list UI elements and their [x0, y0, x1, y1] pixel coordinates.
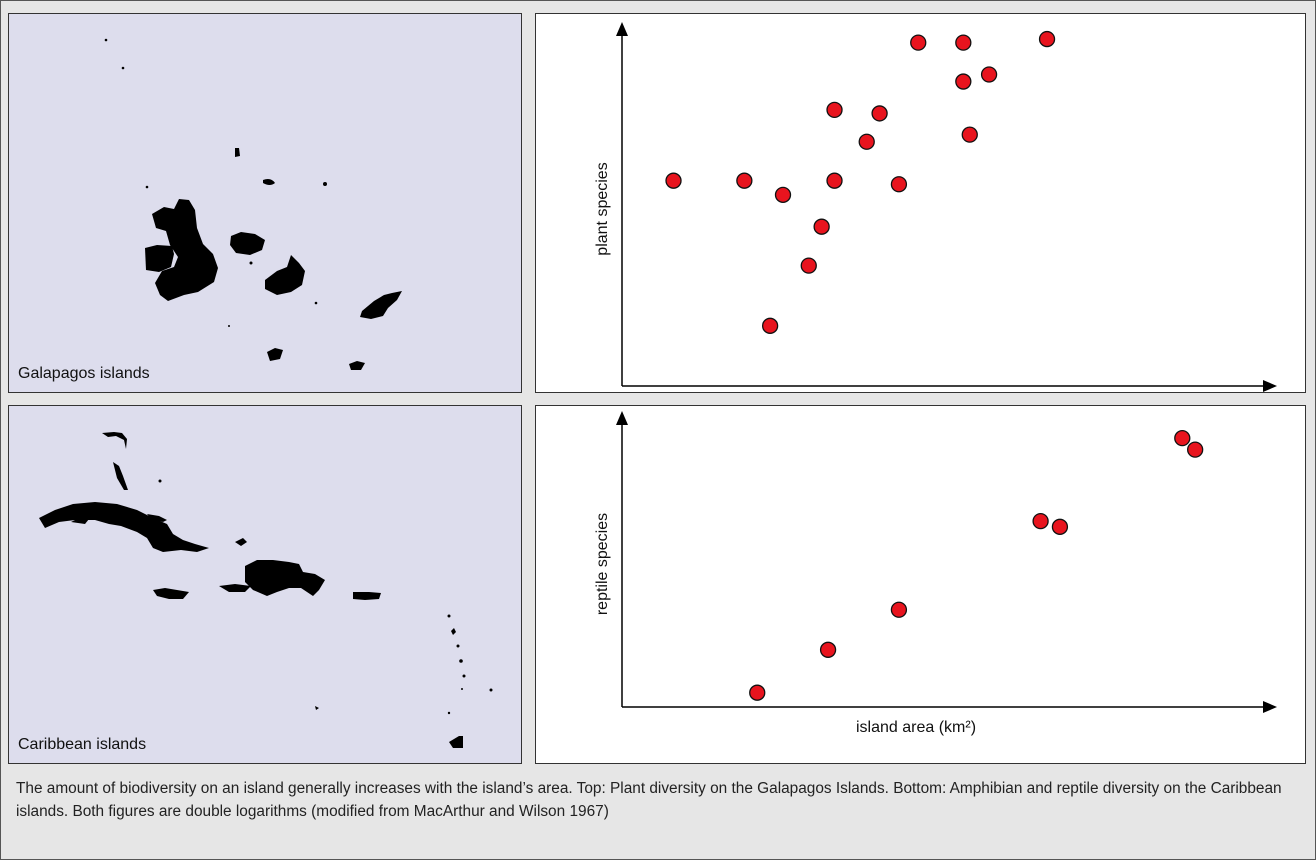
reptile-points — [749, 430, 1204, 701]
reptile-point-4 — [1032, 512, 1049, 530]
x-axis-arrow — [1263, 701, 1277, 713]
reptile-point-1 — [749, 684, 766, 701]
plant-species-chart: plant species — [535, 13, 1306, 393]
plant-point-17 — [1038, 30, 1056, 48]
caribbean-label: Caribbean islands — [18, 736, 147, 753]
reptile-point-3 — [890, 601, 908, 618]
reptile-point-2 — [819, 641, 837, 658]
reptile-point-7 — [1187, 441, 1204, 458]
plant-point-6 — [813, 218, 830, 235]
plant-points — [665, 30, 1056, 334]
plant-point-3 — [761, 317, 779, 334]
plant-point-9 — [858, 133, 875, 150]
x-axis-label: island area (km²) — [856, 719, 976, 736]
y-axis-arrow — [616, 22, 628, 36]
figure-caption: The amount of biodiversity on an island … — [16, 780, 1282, 820]
reptile-point-5 — [1051, 518, 1069, 535]
galapagos-map: Galapagos islands — [8, 13, 522, 393]
y-axis-label: reptile species — [594, 513, 611, 615]
plant-point-11 — [890, 176, 908, 193]
plant-point-5 — [800, 257, 817, 274]
galapagos-islands-shapes — [104, 38, 402, 370]
plant-point-16 — [980, 66, 998, 83]
plant-species-plot: plant species — [594, 22, 1277, 392]
caribbean-islands-shapes — [39, 432, 493, 748]
reptile-species-chart: reptile species island area (km²) — [535, 405, 1306, 764]
plant-point-12 — [910, 34, 927, 51]
y-axis-arrow — [616, 411, 628, 425]
plant-point-7 — [826, 101, 843, 119]
plant-point-4 — [774, 186, 792, 203]
plant-point-14 — [955, 34, 972, 51]
galapagos-label: Galapagos islands — [18, 365, 150, 382]
plant-point-15 — [961, 126, 978, 143]
plant-point-10 — [871, 105, 888, 122]
caribbean-map: Caribbean islands — [8, 405, 522, 764]
reptile-species-plot: reptile species island area (km²) — [594, 411, 1277, 736]
reptile-point-6 — [1174, 430, 1191, 447]
plant-point-1 — [665, 172, 682, 189]
plant-point-2 — [736, 172, 753, 189]
y-axis-label: plant species — [594, 162, 611, 255]
x-axis-arrow — [1263, 380, 1277, 392]
plant-point-8 — [826, 172, 843, 189]
plant-point-13 — [955, 73, 972, 90]
